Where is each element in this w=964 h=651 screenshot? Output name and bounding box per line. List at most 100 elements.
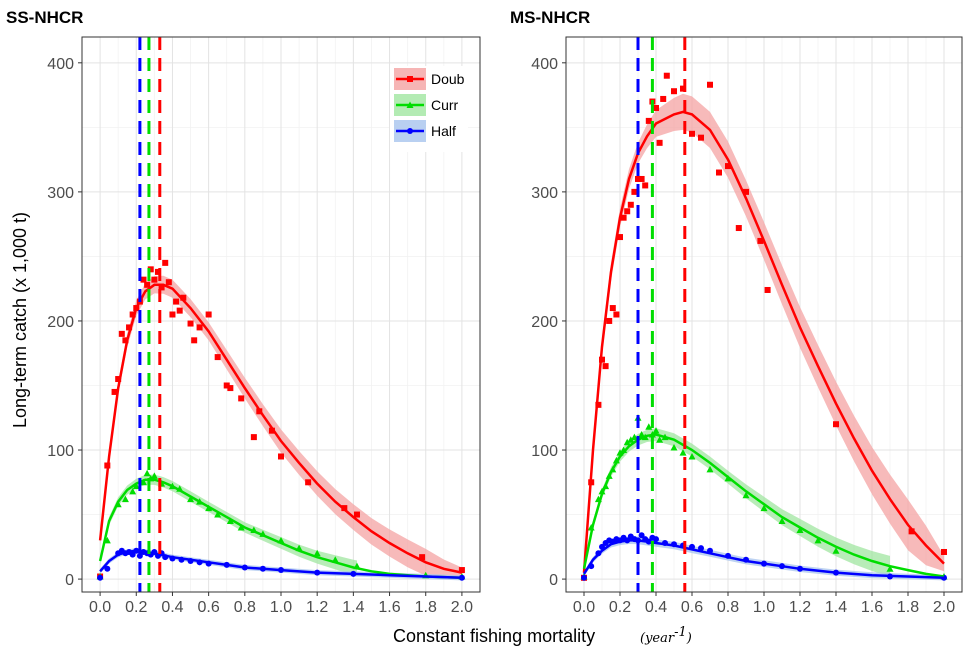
fit-line-doub — [98, 283, 463, 574]
x-tick-label: 0.0 — [89, 599, 111, 616]
data-point-half — [97, 574, 104, 581]
x-tick-label: 0.6 — [681, 599, 703, 616]
data-point-curr — [140, 478, 148, 486]
data-point-doub — [764, 286, 771, 293]
x-tick-label: 2.0 — [451, 599, 473, 616]
x-axis-unit-open: (year — [640, 631, 675, 646]
data-point-doub — [223, 382, 230, 389]
data-point-doub — [305, 479, 312, 486]
data-point-doub — [716, 169, 722, 176]
data-point-doub — [129, 311, 136, 318]
data-point-doub — [941, 548, 947, 555]
data-point-curr — [623, 438, 631, 446]
data-point-curr — [214, 511, 222, 518]
data-point-half — [581, 574, 587, 581]
data-point-doub — [757, 237, 764, 244]
confidence-band-curr — [584, 428, 890, 577]
data-point-doub — [353, 511, 360, 518]
x-tick-label: 0.2 — [609, 599, 631, 616]
data-point-doub — [144, 281, 151, 288]
data-point-curr — [237, 523, 245, 531]
plot-border — [565, 36, 963, 593]
data-point-curr — [630, 433, 638, 441]
x-tick-label: 1.6 — [861, 599, 883, 616]
data-point-doub — [642, 182, 649, 189]
data-point-curr — [132, 482, 140, 490]
data-point-doub — [180, 294, 187, 301]
x-axis-unit: (year-1) — [640, 625, 692, 646]
data-point-doub — [176, 307, 183, 314]
x-tick-label: 2.0 — [933, 599, 955, 616]
y-axis-label: Long-term catch (x 1,000 t) — [10, 212, 30, 428]
confidence-band-doub — [584, 93, 944, 581]
data-point-curr — [627, 436, 635, 443]
data-point-doub — [735, 225, 742, 232]
x-tick-label: 0.0 — [573, 599, 595, 616]
x-tick-label: 1.2 — [789, 599, 811, 616]
data-point-doub — [268, 427, 275, 434]
data-point-doub — [278, 453, 284, 460]
data-point-curr — [688, 452, 696, 460]
data-point-curr — [638, 431, 646, 438]
y-tick-label: 200 — [531, 314, 558, 331]
data-point-curr — [226, 517, 234, 525]
confidence-band-curr — [100, 474, 357, 576]
legend-label-curr: Curr — [431, 97, 459, 113]
data-point-curr — [706, 465, 714, 473]
data-point-doub — [617, 234, 623, 241]
data-point-doub — [689, 130, 695, 137]
data-point-half — [129, 551, 136, 558]
fit-line-half — [582, 539, 945, 580]
y-tick-label: 300 — [47, 185, 74, 202]
fit-line-doub — [582, 110, 945, 573]
data-point-half — [458, 574, 465, 581]
x-tick-label: 1.0 — [270, 599, 292, 616]
y-tick-label: 100 — [47, 443, 74, 460]
data-point-doub — [165, 279, 172, 286]
data-point-doub — [631, 188, 638, 195]
y-tick-label: 400 — [47, 56, 74, 73]
legend-marker-half — [407, 128, 413, 134]
data-point-half — [136, 552, 143, 559]
legend-marker-curr — [406, 101, 414, 108]
y-tick-label: 0 — [65, 572, 74, 589]
data-point-doub — [613, 311, 620, 318]
x-tick-label: 0.6 — [198, 599, 220, 616]
data-point-curr — [121, 495, 129, 503]
data-point-doub — [725, 163, 731, 170]
x-axis-label: Constant fishing mortality — [393, 626, 595, 646]
data-point-curr — [313, 549, 321, 557]
data-point-doub — [214, 354, 221, 361]
data-point-doub — [205, 311, 212, 318]
data-point-half — [104, 565, 111, 572]
y-tick-label: 0 — [549, 572, 558, 589]
data-point-doub — [227, 385, 234, 392]
x-tick-label: 0.8 — [717, 599, 739, 616]
y-tick-label: 200 — [47, 314, 74, 331]
data-point-curr — [796, 526, 804, 534]
panel-ss-nhcr: SS-NHCR 0.0 0.2 0.4 0.6 0.8 1.0 1.2 1.4 1.6 1.8 2.0… — [6, 8, 481, 616]
x-tick-label: 1.6 — [378, 599, 400, 616]
data-point-curr — [150, 472, 158, 479]
y-tick-label: 400 — [531, 56, 558, 73]
data-point-doub — [671, 88, 677, 95]
x-tick-label: 0.8 — [234, 599, 256, 616]
data-point-doub — [191, 337, 198, 344]
data-point-doub — [118, 330, 125, 337]
data-point-doub — [638, 175, 645, 182]
data-point-doub — [620, 214, 627, 221]
fit-line-curr — [98, 478, 462, 580]
data-point-doub — [606, 317, 613, 324]
data-point-doub — [663, 72, 670, 79]
data-point-doub — [609, 305, 616, 312]
data-point-doub — [595, 401, 602, 408]
x-tick-label: 1.8 — [897, 599, 919, 616]
data-point-doub — [122, 337, 129, 344]
data-point-doub — [115, 376, 122, 383]
fit-line-half — [99, 549, 462, 580]
panel-ms-nhcr: MS-NHCR 0.0 0.2 0.4 0.6 0.8 1.0 1.2 1.4 1.6 1.8 2.0… — [510, 8, 963, 616]
data-point-half — [653, 536, 659, 543]
x-tick-label: 1.2 — [306, 599, 328, 616]
x-tick-label: 1.8 — [415, 599, 437, 616]
data-point-doub — [458, 567, 465, 574]
